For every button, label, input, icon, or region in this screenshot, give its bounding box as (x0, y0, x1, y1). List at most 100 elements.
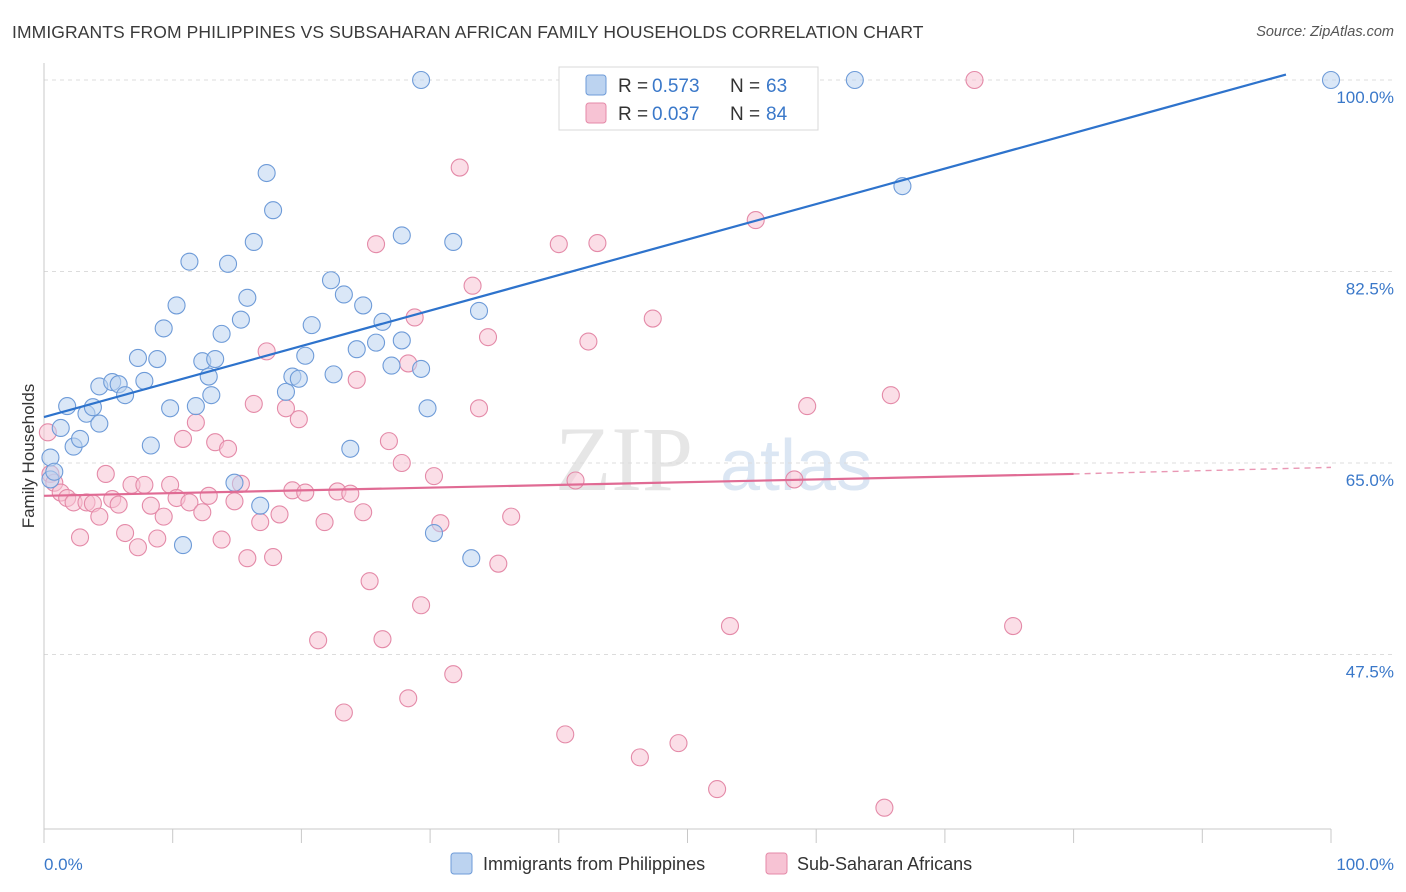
sub-saharan-point-25 (193, 503, 212, 522)
sub-saharan-point-48 (354, 503, 373, 522)
sub-saharan-point-69 (566, 471, 585, 490)
series-legend: Immigrants from Philippines Sub-Saharan … (450, 852, 972, 875)
philippines-point-52 (392, 331, 411, 350)
sub-saharan-point-74 (669, 734, 688, 753)
sub-saharan-point-19 (154, 507, 173, 526)
series-philippines-points (41, 70, 1341, 568)
sub-saharan-point-51 (373, 630, 392, 649)
sub-saharan-point-60 (444, 665, 463, 684)
sub-saharan-point-49 (360, 572, 379, 591)
sub-saharan-point-10 (96, 464, 115, 483)
sub-saharan-point-37 (270, 505, 289, 524)
sub-saharan-point-76 (720, 616, 740, 636)
sub-saharan-point-34 (251, 513, 270, 532)
x-tick-label-right: 100.0% (1336, 855, 1394, 874)
philippines-point-18 (154, 319, 173, 338)
philippines-point-19 (161, 399, 180, 418)
sub-saharan-point-24 (186, 413, 205, 432)
legend-swatch-philippines (585, 74, 607, 96)
legend-swatch-sub-saharan (585, 102, 607, 124)
philippines-point-16 (141, 436, 160, 455)
y-axis-label: Family Households (19, 384, 38, 529)
philippines-point-26 (202, 386, 221, 405)
philippines-point-43 (324, 365, 343, 384)
sub-saharan-point-72 (630, 748, 649, 767)
bottom-legend-label-sub-saharan: Sub-Saharan Africans (797, 854, 972, 874)
y-tick-label-3: 47.5% (1346, 663, 1394, 682)
sub-saharan-point-36 (264, 548, 283, 567)
legend-n-label-2: N = (730, 104, 760, 125)
philippines-point-46 (347, 340, 366, 359)
philippines-point-35 (257, 163, 276, 183)
bottom-legend-swatch-sub-saharan (765, 852, 788, 875)
sub-saharan-point-22 (173, 429, 193, 448)
philippines-point-57 (444, 232, 463, 252)
philippines-point-40 (296, 346, 315, 365)
sub-saharan-point-66 (502, 507, 521, 526)
sub-saharan-point-62 (463, 276, 482, 295)
bottom-legend-swatch-philippines (450, 852, 473, 875)
sub-saharan-point-63 (469, 399, 489, 418)
sub-saharan-point-32 (238, 549, 257, 568)
sub-saharan-point-50 (366, 235, 386, 254)
philippines-point-17 (148, 349, 167, 369)
y-tick-labels: 100.0% 82.5% 65.0% 47.5% (1336, 88, 1394, 682)
sub-saharan-point-70 (579, 332, 598, 351)
sub-saharan-point-23 (180, 493, 199, 512)
philippines-point-44 (334, 285, 353, 304)
philippines-point-2 (45, 462, 64, 481)
philippines-point-59 (469, 301, 489, 320)
sub-saharan-point-18 (148, 529, 167, 548)
sub-saharan-point-61 (450, 158, 469, 177)
sub-saharan-point-9 (90, 507, 109, 526)
trend-line-philippines (43, 73, 1287, 419)
watermark-atlas: atlas (720, 426, 872, 506)
philippines-point-50 (382, 356, 401, 375)
sub-saharan-point-81 (881, 386, 900, 405)
sub-saharan-point-54 (399, 689, 418, 708)
philippines-point-41 (302, 316, 321, 335)
legend-r-value-1: 0.573 (652, 76, 700, 97)
sub-saharan-point-64 (478, 328, 498, 347)
philippines-point-48 (366, 333, 386, 352)
legend-r-label-1: R = (618, 76, 648, 97)
sub-saharan-point-28 (212, 530, 231, 549)
sub-saharan-point-43 (315, 513, 334, 532)
y-tick-label-0: 100.0% (1336, 88, 1394, 107)
sub-saharan-point-15 (128, 538, 148, 557)
philippines-point-36 (264, 201, 283, 220)
sub-saharan-point-79 (798, 397, 817, 416)
philippines-point-51 (392, 226, 411, 245)
philippines-point-45 (341, 439, 360, 458)
sub-saharan-point-75 (708, 780, 727, 799)
philippines-point-30 (225, 473, 244, 492)
sub-saharan-point-16 (135, 475, 154, 494)
sub-saharan-point-14 (116, 523, 135, 543)
philippines-point-54 (418, 399, 437, 418)
philippines-point-20 (167, 296, 186, 315)
sub-saharan-point-67 (549, 235, 568, 254)
philippines-point-31 (231, 310, 250, 329)
sub-saharan-point-35 (257, 342, 276, 361)
sub-saharan-point-42 (309, 631, 328, 650)
sub-saharan-point-80 (875, 798, 894, 817)
philippines-point-6 (70, 429, 90, 448)
philippines-point-47 (354, 296, 373, 315)
legend-n-label-1: N = (730, 76, 760, 97)
philippines-point-60 (845, 70, 864, 90)
legend-r-label-2: R = (618, 104, 648, 125)
philippines-point-28 (212, 324, 231, 343)
sub-saharan-point-53 (392, 453, 411, 473)
sub-saharan-point-41 (296, 483, 315, 502)
sub-saharan-point-40 (289, 410, 308, 429)
sub-saharan-point-6 (70, 528, 90, 547)
sub-saharan-point-58 (424, 467, 444, 486)
philippines-point-34 (251, 496, 270, 515)
philippines-point-14 (128, 348, 148, 367)
philippines-point-39 (289, 369, 308, 388)
chart-source: Source: ZipAtlas.com (1256, 24, 1394, 40)
sub-saharan-point-26 (199, 486, 218, 505)
x-tick-labels: 0.0% 100.0% (44, 855, 1394, 874)
sub-saharan-point-17 (141, 496, 160, 515)
